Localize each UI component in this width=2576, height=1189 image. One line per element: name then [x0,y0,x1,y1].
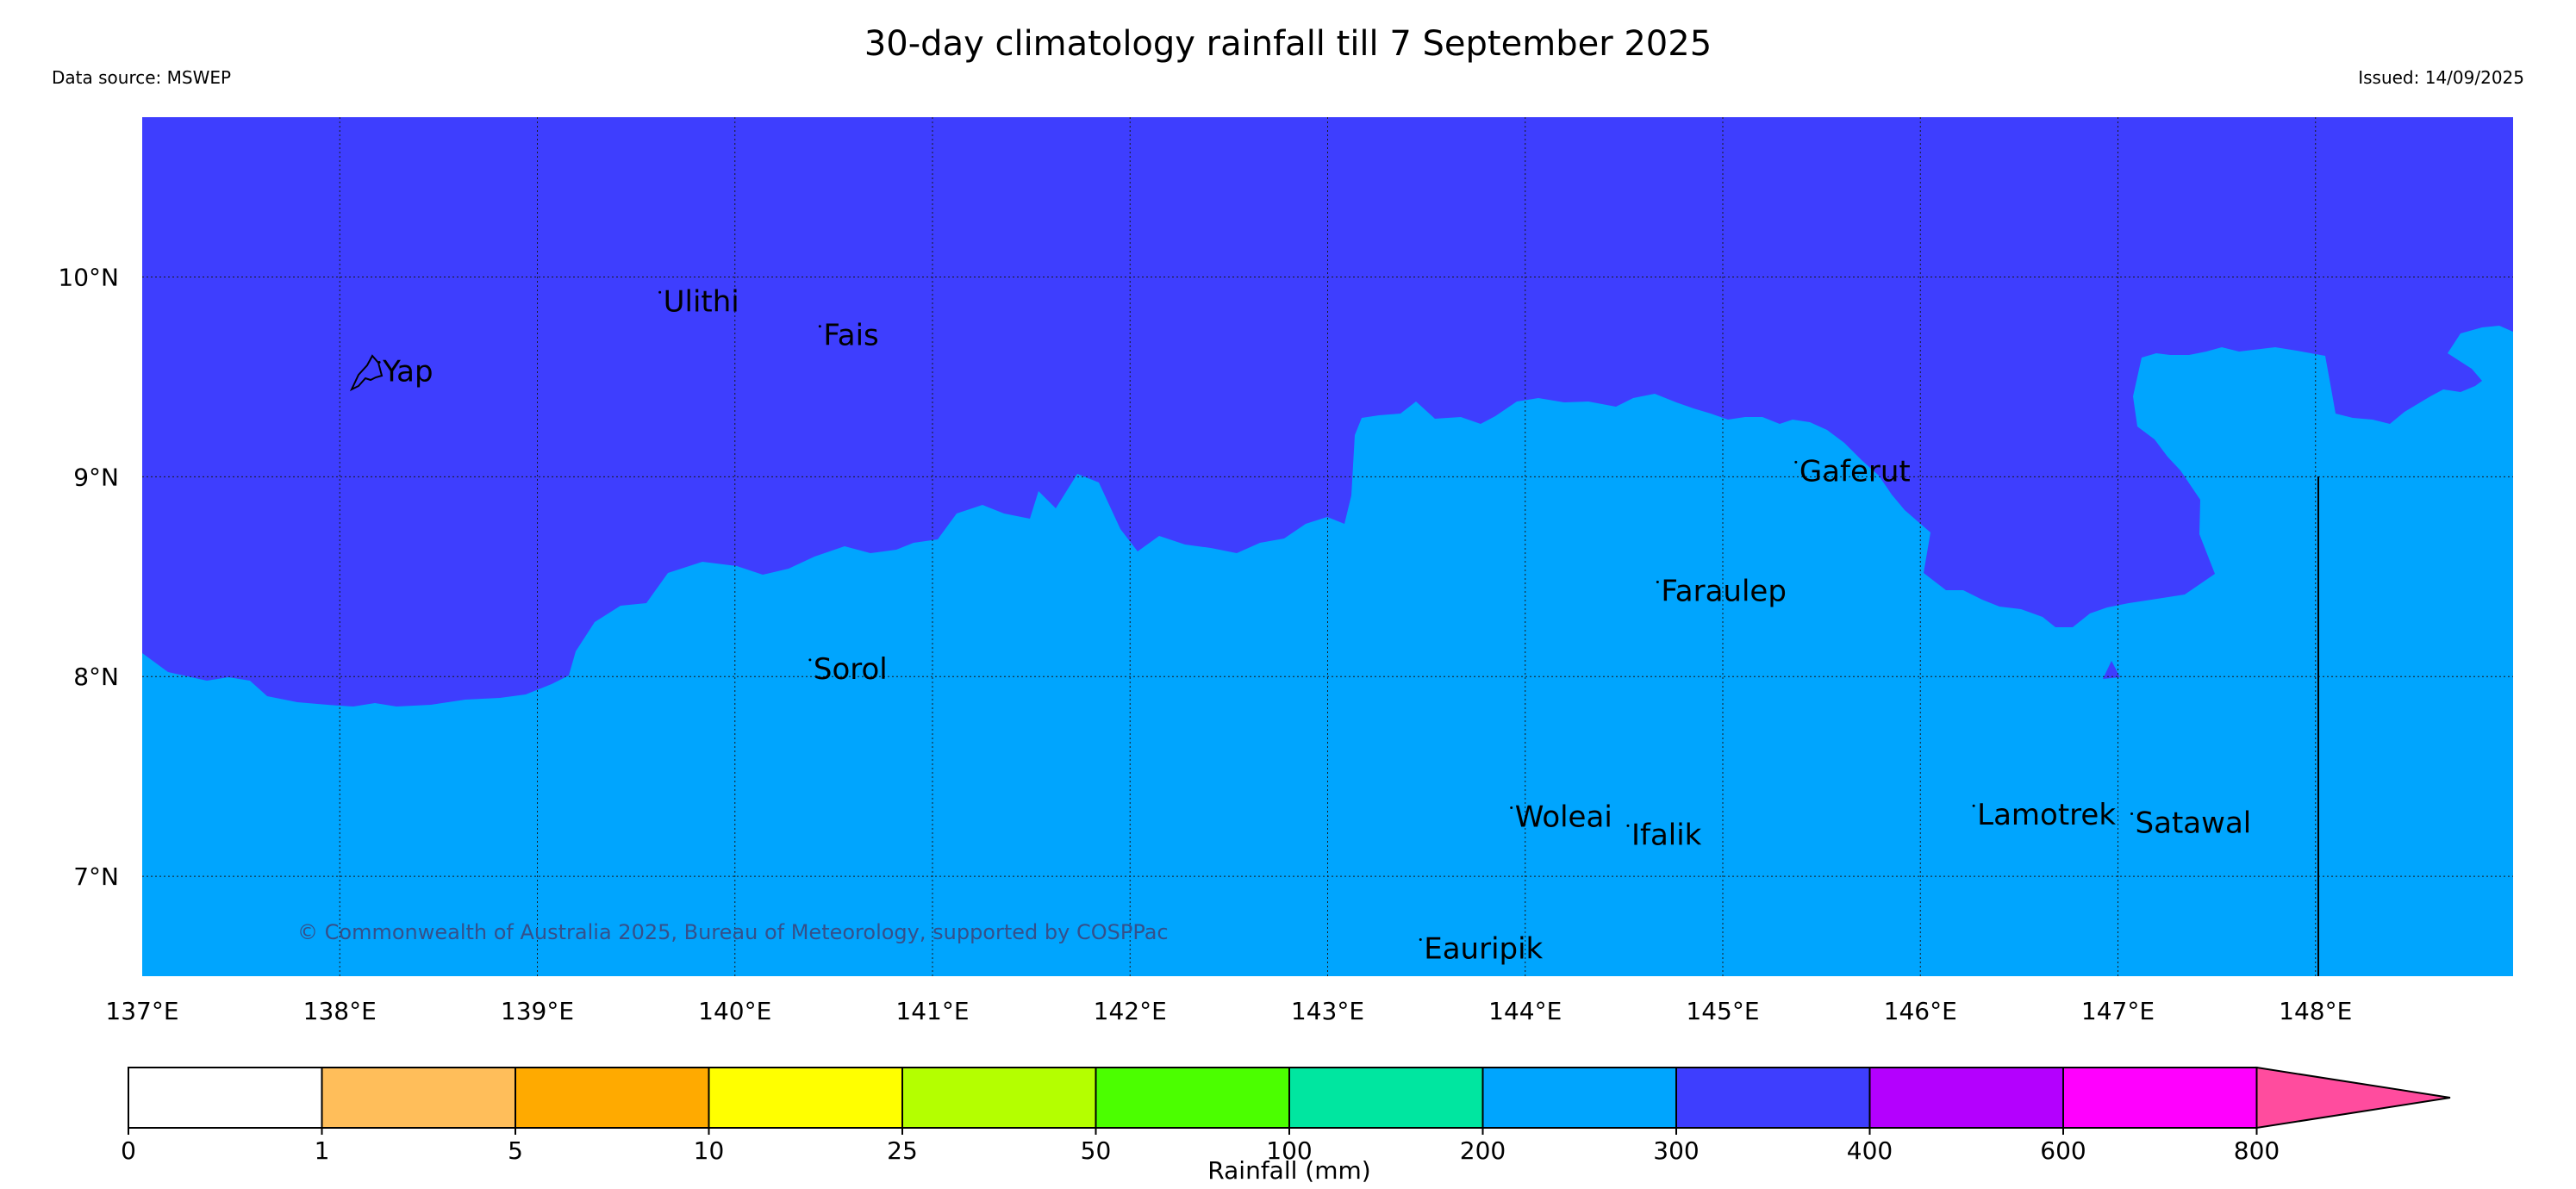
colorbar-tick-label: 50 [1081,1136,1112,1165]
issued-date: Issued: 14/09/2025 [2358,67,2524,88]
lon-tick-label: 140°E [698,997,771,1025]
rainfall-band-200-300 [142,326,2513,976]
rainfall-colorbar: 0 1 5 10 25 50 100 200 300 400 600 800 [121,1066,2451,1165]
lon-tick-label: 137°E [105,997,178,1025]
lon-tick-label: 145°E [1686,997,1759,1025]
place-label-ulithi: Ulithi [664,284,739,319]
lat-tick-label: 9°N [73,463,119,491]
colorbar-tick-label: 600 [2040,1136,2086,1165]
island-marker [2130,812,2134,815]
place-label-gaferut: Gaferut [1799,454,1911,489]
colorbar-segment [321,1067,516,1129]
colorbar-segment [1288,1067,1484,1129]
colorbar-segment [1675,1067,1871,1129]
map-grid [142,117,2513,976]
place-label-eauripik: Eauripik [1424,932,1543,967]
island-marker [1626,824,1630,827]
place-label-woleai: Woleai [1515,800,1612,835]
colorbar-segment [1481,1067,1677,1129]
colorbar-tick-label: 1 [315,1136,330,1165]
data-source: Data source: MSWEP [52,67,232,88]
map-title: 30-day climatology rainfall till 7 Septe… [864,24,1712,64]
lat-tick-label: 7°N [73,862,119,891]
place-label-ifalik: Ifalik [1631,818,1702,852]
colorbar-tick-label: 400 [1847,1136,1893,1165]
colorbar-extend-arrow [2255,1066,2451,1130]
colorbar-tick-label: 100 [1266,1136,1312,1165]
colorbar-tick-label: 300 [1653,1136,1699,1165]
lat-tick-label: 10°N [58,263,119,291]
colorbar-segment [515,1067,710,1129]
lon-tick-label: 139°E [501,997,574,1025]
island-marker [1510,806,1513,810]
island-marker [818,325,821,328]
colorbar-segment [1868,1067,2064,1129]
island-marker [1656,581,1659,584]
copyright-notice: © Commonwealth of Australia 2025, Bureau… [297,920,1169,944]
colorbar-tick-label: 5 [508,1136,523,1165]
lon-tick-label: 142°E [1094,997,1167,1025]
lon-tick-label: 144°E [1488,997,1562,1025]
colorbar-segment [128,1067,323,1129]
place-label-yap: Yap [382,354,433,389]
colorbar-tick-label: 200 [1460,1136,1506,1165]
island-marker [808,658,812,662]
colorbar-tick-label: 800 [2234,1136,2280,1165]
lon-tick-label: 147°E [2081,997,2155,1025]
island-marker [1419,938,1422,942]
island-marker [1972,804,1975,807]
island-marker [377,360,381,364]
colorbar-segment [708,1067,903,1129]
colorbar-tick-label: 25 [887,1136,918,1165]
colorbar-tick-label: 0 [121,1136,136,1165]
colorbar-segment [901,1067,1097,1129]
yap-island-outline [349,354,384,392]
place-label-lamotrek: Lamotrek [1977,798,2116,832]
place-label-satawal: Satawal [2136,806,2252,840]
place-label-faraulep: Faraulep [1661,575,1787,609]
lon-tick-label: 146°E [1884,997,1957,1025]
lon-tick-label: 148°E [2279,997,2352,1025]
lon-tick-label: 141°E [895,997,969,1025]
place-label-sorol: Sorol [814,652,888,687]
colorbar-title: Rainfall (mm) [1207,1156,1370,1185]
place-label-fais: Fais [823,319,878,353]
lat-tick-label: 8°N [73,663,119,691]
lon-tick-label: 143°E [1291,997,1364,1025]
colorbar-segment [2062,1067,2258,1129]
island-marker [658,290,662,294]
colorbar-segment [1095,1067,1290,1129]
rainfall-patch-high [2103,661,2120,679]
island-marker [1794,460,1798,464]
colorbar-tick-label: 10 [694,1136,725,1165]
lon-tick-label: 138°E [303,997,377,1025]
